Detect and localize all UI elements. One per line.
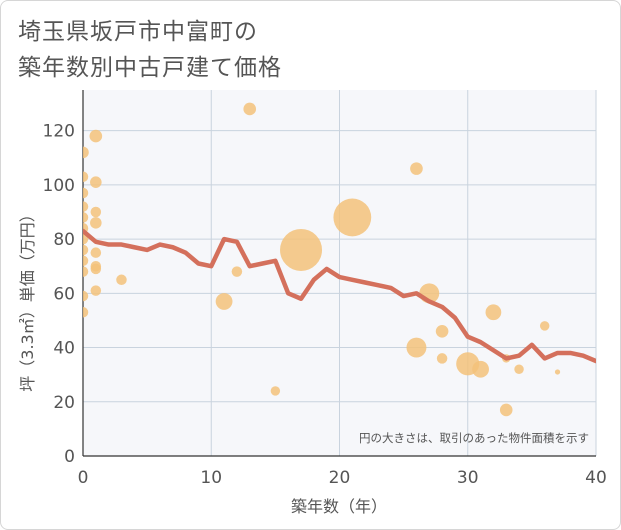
x-tick-label: 40	[585, 468, 607, 488]
chart-title-line-2: 築年数別中古戸建て価格	[18, 55, 282, 81]
size-annotation: 円の大きさは、取引のあった物件面積を示す	[359, 431, 589, 445]
bubble-point	[83, 244, 89, 256]
bubble-point	[83, 201, 89, 212]
bubble-point	[539, 321, 550, 331]
bubble-point	[83, 146, 89, 159]
bubble-point	[89, 129, 103, 143]
bubble-point	[436, 353, 448, 364]
y-tick-label: 80	[53, 230, 75, 250]
bubble-point	[406, 337, 427, 358]
bubble-point	[410, 162, 423, 175]
bubble-point	[215, 293, 233, 310]
bubble-point	[83, 307, 89, 318]
bubble-point	[333, 198, 372, 237]
bubble-point	[243, 102, 257, 116]
y-tick-label: 40	[53, 339, 75, 359]
grid-lines	[83, 90, 597, 456]
average-price-line	[83, 228, 596, 364]
bubble-point	[90, 217, 102, 229]
x-axis-label: 築年数（年）	[291, 497, 387, 516]
bubble-point	[116, 274, 127, 286]
y-tick-label: 120	[43, 122, 75, 142]
bubble-point	[83, 290, 89, 302]
bubble-point	[83, 212, 89, 223]
average-line-series	[83, 228, 596, 364]
y-tick-label: 20	[53, 393, 75, 413]
tick-labels: 0 20 40 60 80 100 120 0 10 20 30 40	[43, 122, 607, 488]
bubble-point	[280, 228, 323, 271]
bubble-point	[90, 247, 102, 258]
bubble-point	[485, 304, 502, 321]
bubble-point	[231, 266, 243, 277]
bubble-point	[90, 206, 102, 218]
bubble-point	[83, 255, 89, 267]
bubble-series	[83, 102, 561, 417]
x-tick-label: 20	[329, 468, 351, 488]
chart-title: 埼玉県坂戸市中富町の 築年数別中古戸建て価格	[18, 14, 282, 86]
bubble-point	[270, 386, 281, 396]
bubble-point	[83, 171, 89, 183]
bubble-point	[554, 369, 561, 375]
y-axis-label: 坪（3.3㎡）単価（万円）	[18, 206, 37, 391]
x-tick-label: 0	[78, 468, 89, 488]
bubble-point	[90, 285, 102, 296]
y-tick-label: 60	[53, 284, 75, 304]
bubble-point	[83, 266, 89, 277]
bubble-point	[83, 187, 89, 199]
bubble-point	[435, 324, 449, 338]
bubble-point	[90, 176, 102, 188]
y-tick-label: 100	[43, 176, 75, 196]
bubble-point	[499, 403, 513, 417]
x-tick-label: 10	[200, 468, 222, 488]
bubble-point	[90, 263, 102, 275]
bubble-point	[514, 364, 524, 374]
bubble-point	[472, 360, 489, 378]
x-tick-label: 30	[457, 468, 479, 488]
chart-title-line-1: 埼玉県坂戸市中富町の	[18, 19, 258, 45]
y-tick-label: 0	[64, 447, 75, 467]
